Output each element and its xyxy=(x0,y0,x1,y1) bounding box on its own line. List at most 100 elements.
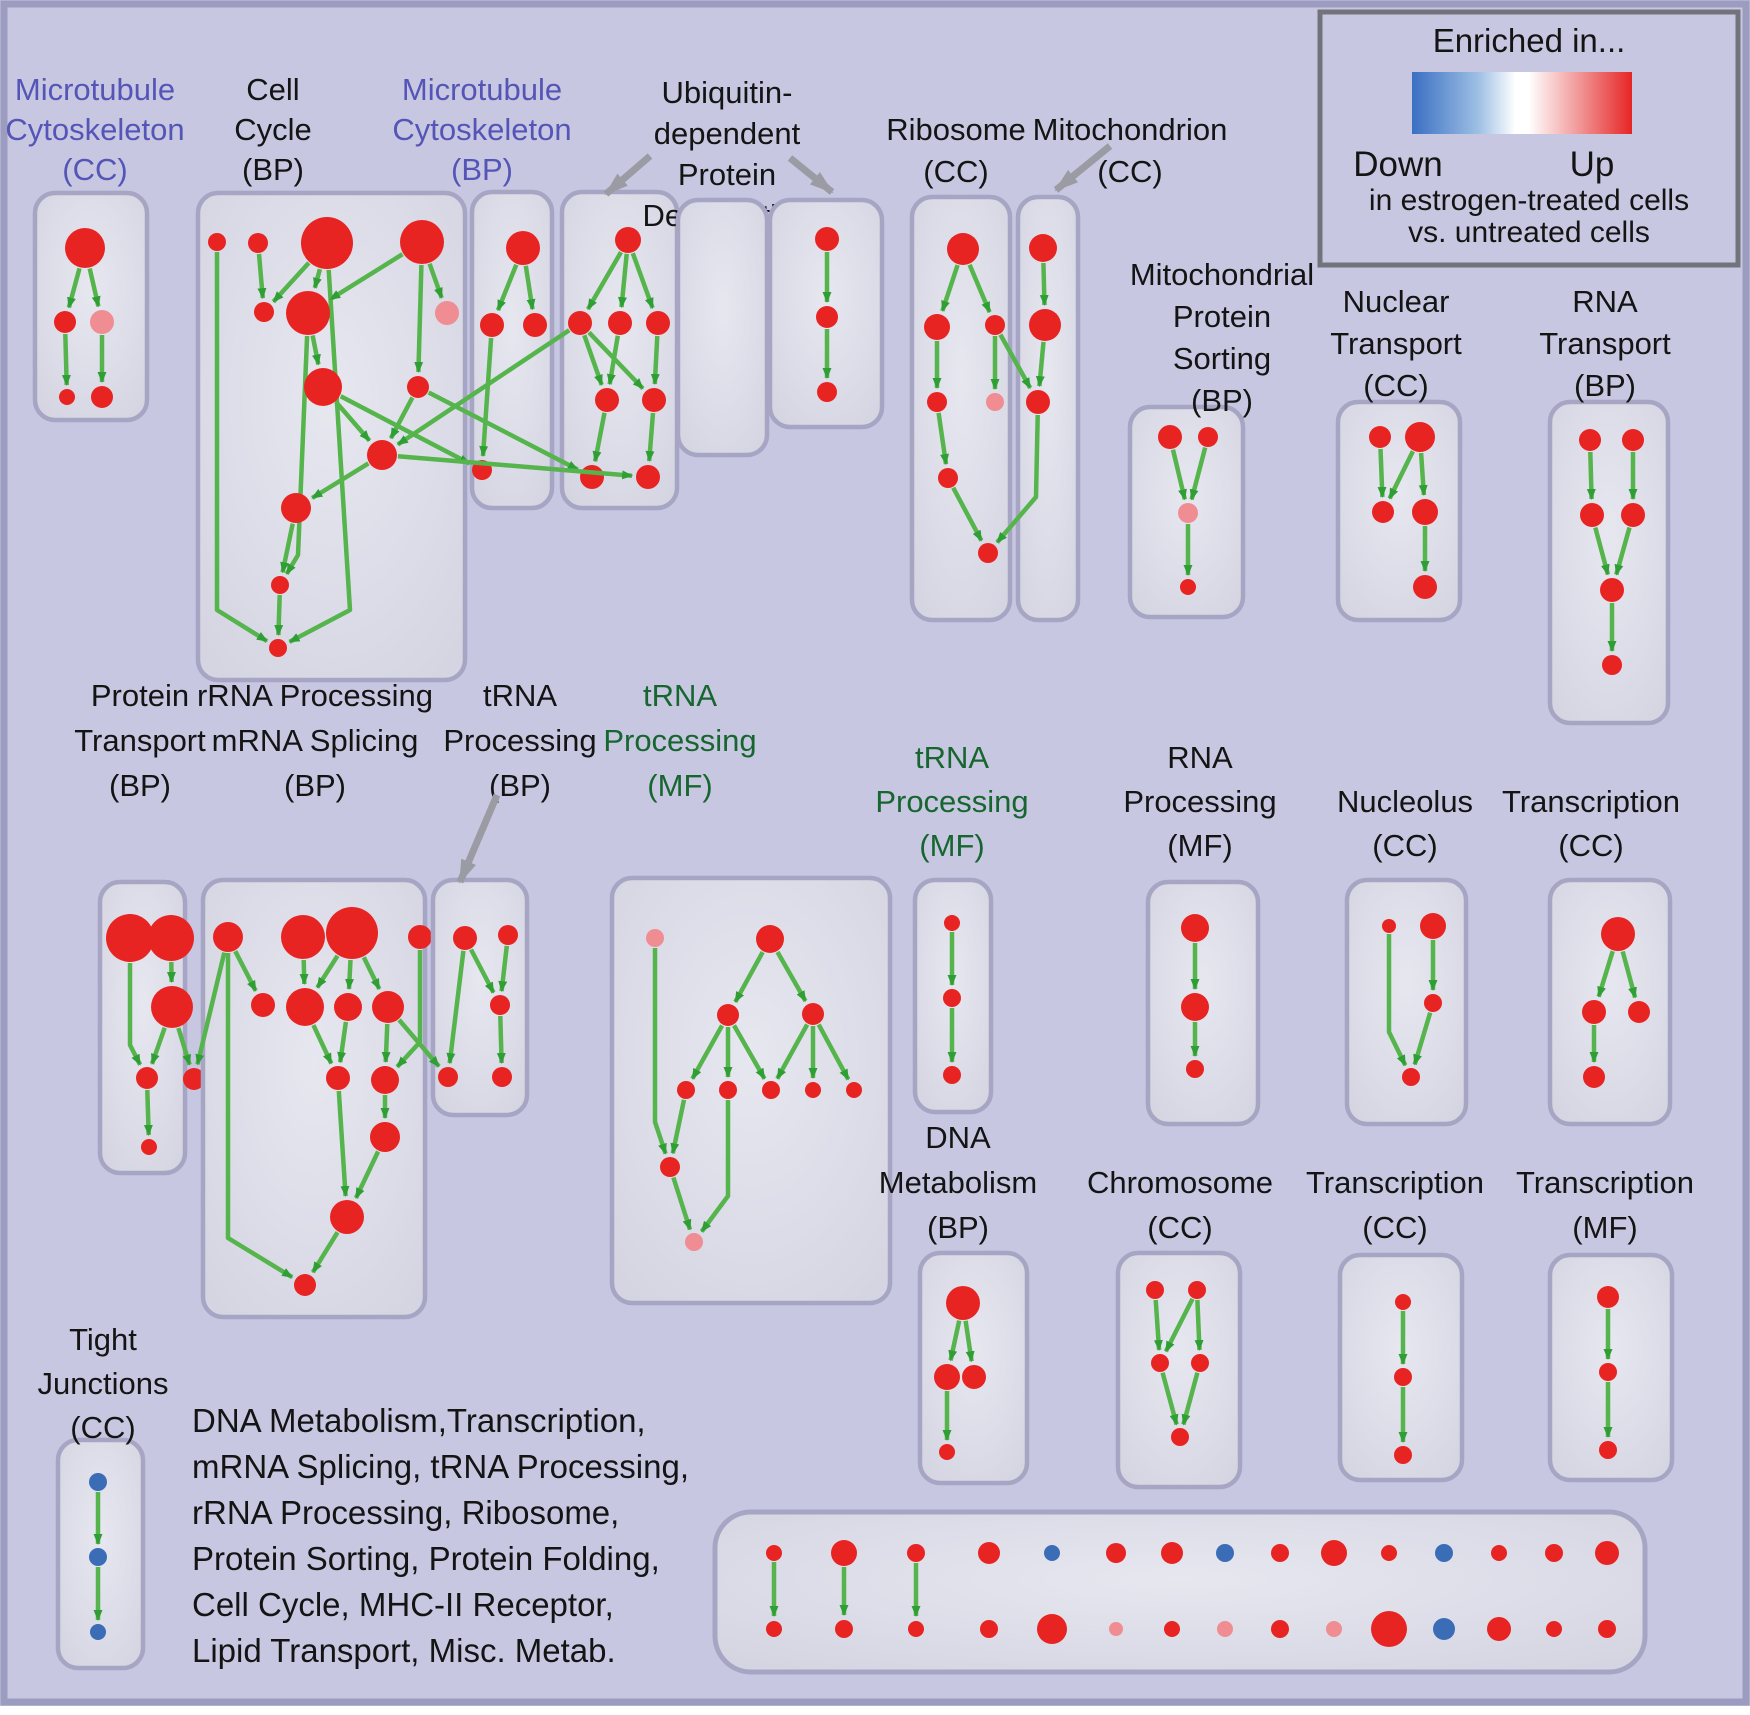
edge-arrow xyxy=(256,253,267,300)
cluster-label: Tight Junctions (CC) xyxy=(38,1322,169,1445)
cluster-label: Transcription (MF) xyxy=(1516,1165,1694,1245)
edge-arrow xyxy=(1387,450,1415,500)
edge-arrow xyxy=(397,454,634,480)
gene-node xyxy=(1178,503,1198,523)
cluster-label: Transcription (CC) xyxy=(1306,1165,1484,1245)
gene-node xyxy=(831,1540,857,1566)
edge-arrow xyxy=(1170,449,1187,501)
gene-node xyxy=(938,468,958,488)
cluster-box xyxy=(1115,1250,1243,1490)
legend-subtitle-line1: in estrogen-treated cells xyxy=(1369,184,1689,217)
edge-arrow xyxy=(127,963,143,1066)
cluster-box xyxy=(675,197,770,458)
edge-arrow xyxy=(670,1099,687,1155)
edge-arrow xyxy=(775,1023,810,1080)
cluster-box xyxy=(1335,399,1463,623)
edge-arrow xyxy=(995,414,1040,544)
edge-arrow xyxy=(339,394,471,466)
gene-node xyxy=(1602,655,1622,675)
gene-node xyxy=(816,306,838,328)
gene-node xyxy=(1621,503,1645,527)
label-pointer-arrow xyxy=(456,793,501,884)
cluster-box xyxy=(200,877,428,1320)
group-trna-processing-mf-large: tRNA Processing (MF) xyxy=(603,678,893,1306)
gene-node xyxy=(183,1068,205,1090)
gene-node xyxy=(1420,913,1446,939)
gene-node xyxy=(89,1473,107,1491)
edge-arrow xyxy=(388,396,415,440)
cluster-label: Nucleolus (CC) xyxy=(1337,784,1473,863)
gene-node xyxy=(1326,1621,1342,1637)
edge-arrow xyxy=(469,948,496,994)
gene-node xyxy=(435,301,459,325)
gene-node xyxy=(1271,1544,1289,1562)
gene-node xyxy=(1582,1000,1606,1024)
gene-node xyxy=(407,376,429,398)
gene-node xyxy=(1151,1354,1169,1372)
gene-node xyxy=(248,233,268,253)
edge-arrow xyxy=(630,252,655,309)
gene-node xyxy=(141,1139,157,1155)
gene-node xyxy=(934,1364,960,1390)
gene-node xyxy=(1109,1622,1123,1636)
gene-node xyxy=(1321,1540,1347,1566)
gene-node xyxy=(642,388,666,412)
group-chromosome-cc: Chromosome (CC) xyxy=(1087,1165,1273,1490)
edge-arrow xyxy=(427,262,444,299)
edge-arrow xyxy=(353,1150,381,1199)
cluster-label: Ribosome (CC) xyxy=(886,112,1026,189)
gene-node xyxy=(835,1620,853,1638)
cluster-label: Mitochondrion (CC) xyxy=(1033,112,1228,189)
edge-arrow xyxy=(586,250,623,311)
gene-node xyxy=(213,922,243,952)
group-rrna-processing-mrna-splicing-bp: rRNA Processing mRNA Splicing (BP) xyxy=(197,678,433,1320)
edge-arrow xyxy=(732,1024,767,1080)
edge-arrow xyxy=(690,1024,725,1080)
edge-arrow xyxy=(606,335,621,386)
edge-arrow xyxy=(176,1027,192,1066)
edge-arrow xyxy=(967,263,992,314)
gene-node xyxy=(1037,1614,1067,1644)
group-mitochondrial-protein-sorting-bp: Mitochondrial Protein Sorting (BP) xyxy=(1127,257,1314,620)
gene-node xyxy=(1369,426,1391,448)
gene-node xyxy=(1026,390,1050,414)
group-mitochondrion-cc: Mitochondrion (CC) xyxy=(1015,112,1228,623)
gene-node xyxy=(719,1081,737,1099)
gene-node xyxy=(817,382,837,402)
group-microtubule-cytoskeleton-cc: Microtubule Cytoskeleton (CC) xyxy=(5,72,185,423)
gene-node xyxy=(1180,579,1196,595)
misc-clusters-box xyxy=(712,1509,1648,1675)
gene-node xyxy=(1181,914,1209,942)
edge-arrow xyxy=(1153,1299,1163,1351)
edge-arrow xyxy=(592,412,607,463)
gene-node xyxy=(1044,1545,1060,1561)
group-microtubule-cytoskeleton-bp: Microtubule Cytoskeleton (BP) xyxy=(392,72,572,511)
edge-arrow xyxy=(214,252,269,644)
gene-node xyxy=(1395,1294,1411,1310)
group-trna-processing-mf-small: tRNA Processing (MF) xyxy=(875,740,1029,1115)
edge-arrow xyxy=(523,265,536,311)
edge-arrow xyxy=(1181,1372,1200,1426)
group-rna-transport-bp: RNA Transport (BP) xyxy=(1539,284,1671,726)
edge-arrow xyxy=(284,335,310,576)
edge-arrow xyxy=(998,333,1033,390)
gene-node xyxy=(608,311,632,335)
gene-node xyxy=(304,368,342,406)
cross-group-edges xyxy=(195,328,1040,1068)
gene-node xyxy=(400,220,444,264)
edge-arrow xyxy=(1593,527,1611,576)
edge-arrow xyxy=(233,950,258,992)
gene-node xyxy=(980,1620,998,1638)
gene-node xyxy=(1405,422,1435,452)
gene-node xyxy=(106,914,154,962)
cluster-label: tRNA Processing (MF) xyxy=(603,678,756,803)
gene-node xyxy=(1394,1368,1412,1386)
gene-node xyxy=(1181,993,1209,1021)
gene-node xyxy=(480,313,504,337)
gene-node xyxy=(148,915,194,961)
edge-arrow xyxy=(617,253,629,309)
gene-node xyxy=(580,465,604,489)
legend-gradient-bar xyxy=(1412,72,1632,134)
